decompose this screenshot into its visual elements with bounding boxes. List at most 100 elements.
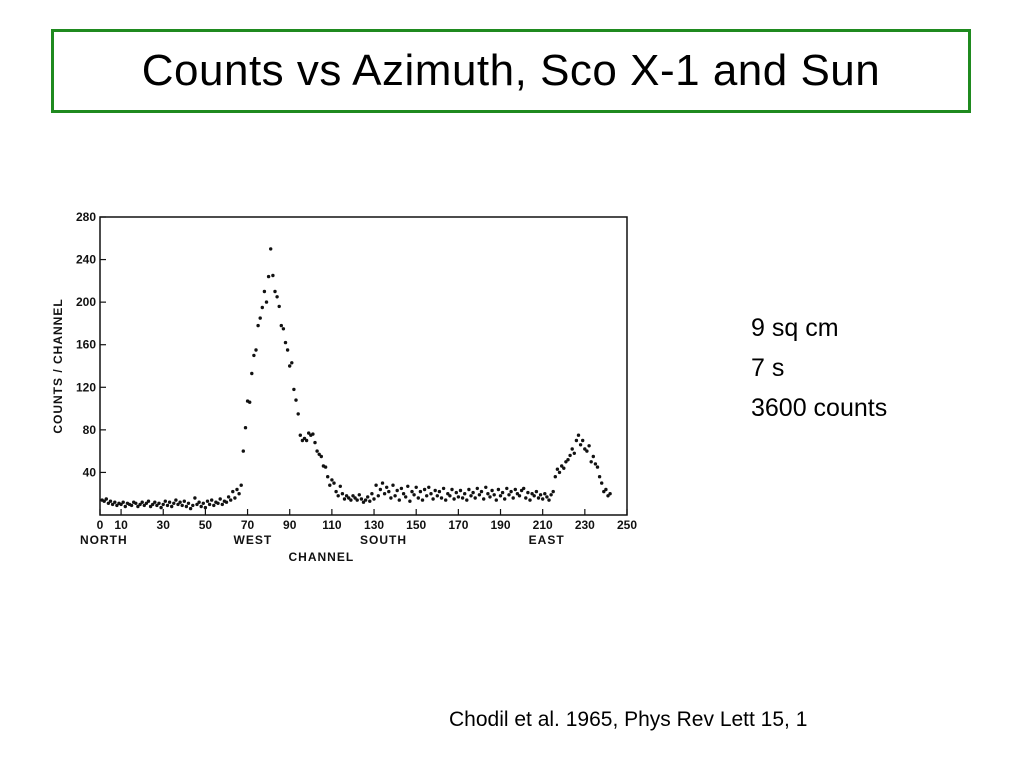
- data-point: [307, 431, 311, 435]
- data-point: [534, 489, 539, 494]
- data-point: [226, 495, 231, 499]
- data-point: [252, 353, 256, 358]
- data-point: [422, 487, 427, 492]
- x-axis-label: CHANNEL: [289, 550, 355, 564]
- data-point: [591, 454, 595, 459]
- data-point: [357, 493, 361, 497]
- data-point: [574, 438, 579, 443]
- data-point: [224, 500, 229, 504]
- data-point: [207, 502, 212, 507]
- data-point: [191, 503, 195, 508]
- data-point: [600, 481, 604, 485]
- data-point: [210, 498, 214, 502]
- data-point: [144, 501, 149, 505]
- data-point: [465, 498, 469, 502]
- data-point: [463, 492, 467, 496]
- data-point: [142, 503, 146, 508]
- data-point: [264, 300, 269, 304]
- data-point: [578, 443, 583, 447]
- data-point: [503, 497, 507, 501]
- data-point: [351, 494, 355, 498]
- data-point: [522, 486, 526, 491]
- data-point: [557, 470, 562, 475]
- data-point: [543, 492, 547, 496]
- data-point: [349, 498, 353, 502]
- data-point: [163, 499, 167, 503]
- data-point: [108, 499, 113, 503]
- chart-svg: 40 80 120 160 200 240 280 0 10 30 50 70 90 110 130 150 1…: [51, 210, 637, 564]
- x-tick-label: 150: [406, 518, 426, 532]
- y-tick-label: 280: [76, 210, 96, 224]
- x-tick-label: 210: [533, 518, 553, 532]
- data-point: [500, 490, 505, 495]
- data-point: [199, 504, 203, 509]
- data-point: [391, 483, 395, 487]
- y-tick-label: 80: [83, 423, 97, 437]
- data-point: [304, 438, 309, 443]
- y-tick-label: 200: [76, 295, 96, 309]
- data-point: [429, 492, 433, 496]
- data-point: [110, 502, 115, 507]
- data-point: [347, 496, 351, 500]
- data-point: [581, 438, 585, 443]
- data-point: [410, 489, 414, 494]
- data-point: [595, 465, 600, 469]
- data-point: [336, 494, 340, 498]
- data-point: [374, 483, 378, 487]
- note-time: 7 s: [751, 354, 785, 382]
- data-point: [332, 481, 336, 485]
- data-point: [380, 481, 385, 485]
- data-point: [277, 304, 281, 309]
- data-point: [395, 488, 399, 493]
- direction-label: NORTH: [80, 533, 128, 547]
- data-point: [399, 486, 404, 491]
- data-point: [477, 493, 482, 497]
- data-point: [180, 503, 184, 508]
- data-point: [113, 500, 117, 504]
- data-point: [115, 503, 119, 508]
- data-point: [562, 466, 566, 470]
- data-point: [290, 361, 294, 365]
- data-point: [532, 494, 536, 498]
- title-box: Counts vs Azimuth, Sco X-1 and Sun: [51, 29, 971, 113]
- data-point: [340, 492, 345, 496]
- data-point: [248, 400, 252, 404]
- data-point: [338, 484, 342, 488]
- direction-label: EAST: [529, 533, 565, 547]
- data-point: [570, 447, 574, 451]
- data-point: [153, 500, 157, 504]
- data-point: [568, 453, 572, 458]
- data-point: [317, 452, 321, 456]
- data-point: [334, 489, 338, 494]
- data-point: [484, 485, 488, 489]
- data-point: [300, 438, 305, 443]
- data-point: [604, 487, 608, 492]
- data-point: [174, 498, 178, 502]
- data-point: [452, 497, 456, 501]
- data-point: [439, 496, 444, 500]
- data-point: [275, 295, 279, 299]
- data-point: [241, 449, 245, 453]
- data-point: [479, 489, 484, 494]
- x-tick-label: 250: [617, 518, 637, 532]
- data-point: [256, 323, 260, 328]
- data-point: [427, 485, 431, 489]
- data-point: [239, 483, 243, 487]
- data-point: [355, 498, 359, 502]
- data-point: [313, 440, 317, 445]
- data-point: [551, 489, 555, 494]
- data-point: [262, 289, 267, 294]
- data-point: [146, 499, 151, 503]
- direction-label: WEST: [234, 533, 273, 547]
- data-point: [555, 467, 560, 471]
- data-point: [235, 487, 239, 492]
- data-point: [597, 475, 602, 479]
- data-point: [250, 371, 254, 376]
- data-point: [385, 485, 389, 489]
- data-point: [176, 502, 180, 507]
- data-point: [368, 499, 372, 503]
- data-point: [513, 487, 517, 492]
- data-point: [216, 501, 220, 505]
- data-point: [330, 478, 334, 482]
- data-point: [155, 503, 159, 508]
